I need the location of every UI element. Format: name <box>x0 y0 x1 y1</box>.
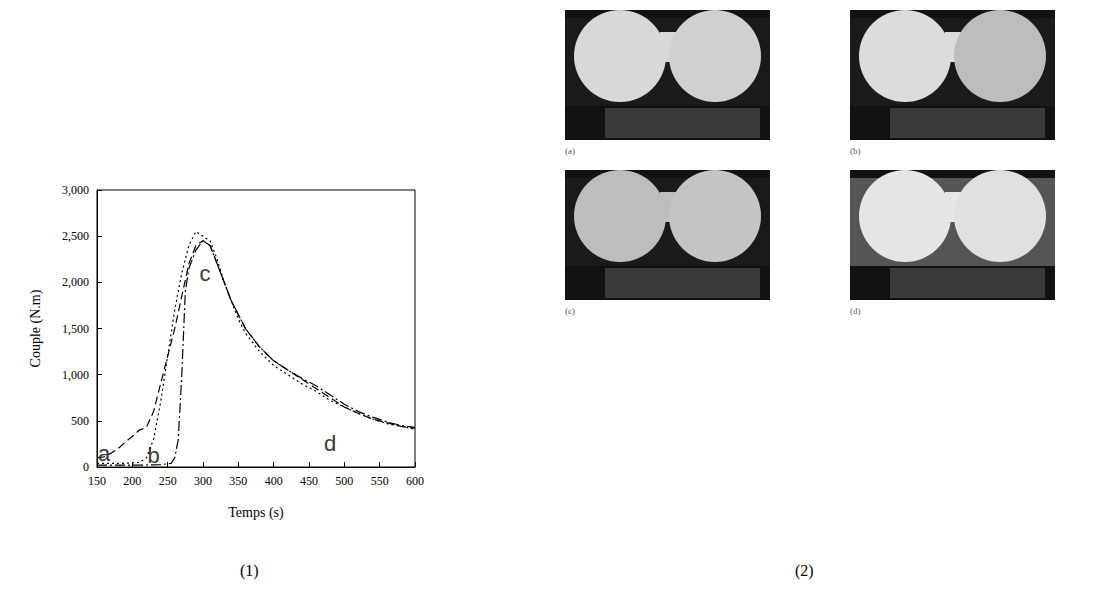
svg-text:600: 600 <box>406 474 424 488</box>
svg-text:c: c <box>200 261 211 286</box>
svg-text:b: b <box>147 443 160 469</box>
html-text:(1): (1) <box>240 562 259 579</box>
svg-text:(a): (a) <box>565 146 575 156</box>
svg-text:500: 500 <box>335 474 353 488</box>
svg-text:(d): (d) <box>850 306 861 316</box>
svg-text:150: 150 <box>88 474 106 488</box>
svg-text:d: d <box>324 431 336 456</box>
svg-text:350: 350 <box>229 474 247 488</box>
svg-text:1,500: 1,500 <box>62 322 89 336</box>
svg-text:0: 0 <box>83 460 89 474</box>
svg-text:2,000: 2,000 <box>62 275 89 289</box>
svg-text:450: 450 <box>300 474 318 488</box>
svg-text:550: 550 <box>371 474 389 488</box>
svg-text:2,500: 2,500 <box>62 229 89 243</box>
svg-text:3,000: 3,000 <box>62 183 89 197</box>
svg-text:Couple (N.m): Couple (N.m) <box>28 289 44 367</box>
svg-text:400: 400 <box>265 474 283 488</box>
svg-text:500: 500 <box>71 414 89 428</box>
svg-text:300: 300 <box>194 474 212 488</box>
svg-text:Temps (s): Temps (s) <box>228 505 284 521</box>
svg-text:a: a <box>98 441 111 466</box>
html-text:(2): (2) <box>795 562 814 579</box>
svg-text:200: 200 <box>123 474 141 488</box>
svg-text:(c): (c) <box>565 306 575 316</box>
svg-text:1,000: 1,000 <box>62 368 89 382</box>
svg-text:250: 250 <box>159 474 177 488</box>
svg-text:(b): (b) <box>850 146 861 156</box>
